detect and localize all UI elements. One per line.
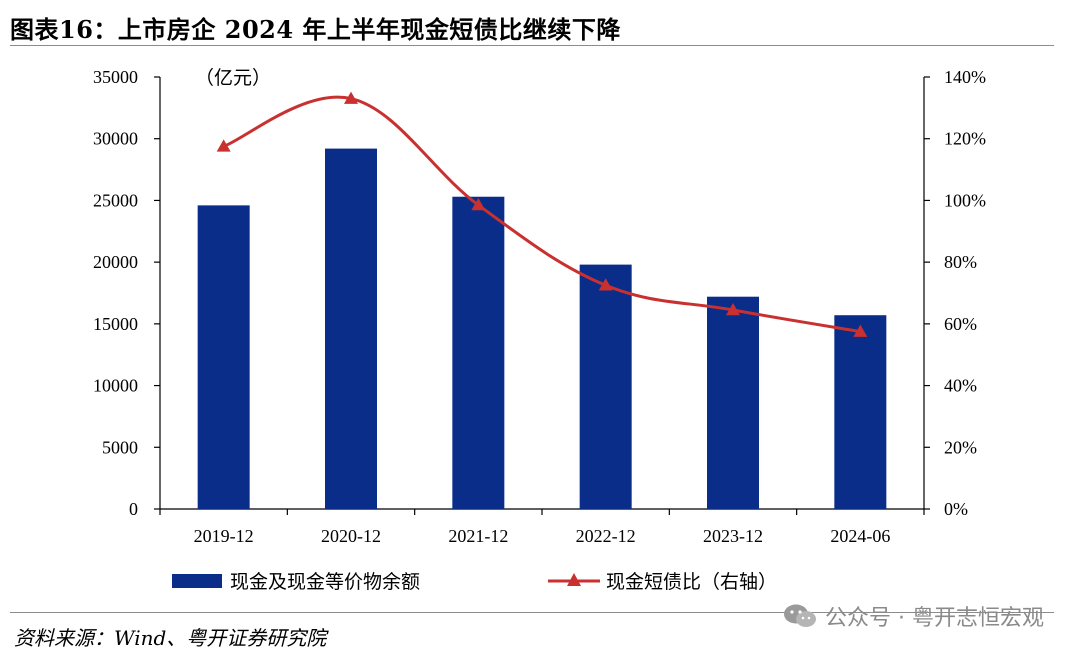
line-point-marker xyxy=(344,91,358,104)
bar xyxy=(834,315,887,509)
title-divider xyxy=(10,45,1054,46)
left-tick-label: 10000 xyxy=(93,376,138,396)
legend-bar-swatch xyxy=(172,574,222,588)
right-tick-label: 60% xyxy=(944,314,977,334)
right-tick-label: 120% xyxy=(944,129,986,149)
line-point-marker xyxy=(471,198,486,211)
bar xyxy=(452,196,505,509)
right-tick-label: 80% xyxy=(944,252,977,272)
right-tick-label: 40% xyxy=(944,376,977,396)
x-tick-label: 2020-12 xyxy=(321,526,381,546)
line-point-marker xyxy=(853,324,868,337)
x-tick-label: 2019-12 xyxy=(194,526,254,546)
right-tick-label: 0% xyxy=(944,499,968,519)
line-point-marker xyxy=(216,139,231,152)
bar xyxy=(197,205,250,509)
line-point-marker xyxy=(726,302,740,316)
bar xyxy=(325,148,377,510)
left-tick-label: 30000 xyxy=(93,129,138,149)
watermark-text: 公众号 · 粤开志恒宏观 xyxy=(825,606,1044,631)
x-tick-label: 2022-12 xyxy=(576,526,636,546)
chart-axes: 0 5000 10000 15000 20000 25000 30000 35000 0% 20%… xyxy=(93,67,986,546)
watermark: 公众号 · 粤开志恒宏观 xyxy=(783,600,1044,632)
line-point-marker xyxy=(598,278,613,291)
chart-title: 图表16：上市房企 2024 年上半年现金短债比继续下降 xyxy=(10,15,621,44)
x-tick-label: 2021-12 xyxy=(448,526,508,546)
bar-series xyxy=(197,148,887,510)
x-tick-label: 2023-12 xyxy=(703,526,763,546)
right-tick-label: 140% xyxy=(944,67,986,87)
legend-bar-label: 现金及现金等价物余额 xyxy=(230,571,420,593)
chart-legend: 现金及现金等价物余额 现金短债比（右轴） xyxy=(172,571,777,593)
left-tick-label: 25000 xyxy=(93,190,138,210)
legend-line-marker xyxy=(567,573,581,586)
left-tick-label: 35000 xyxy=(93,67,138,87)
footer-divider xyxy=(10,612,1054,613)
bar xyxy=(707,296,759,509)
right-tick-label: 100% xyxy=(944,190,986,210)
bar xyxy=(579,264,632,509)
left-axis-unit: （亿元） xyxy=(195,67,271,89)
left-tick-label: 5000 xyxy=(102,437,138,457)
x-tick-label: 2024-06 xyxy=(830,526,890,546)
legend-line-label: 现金短债比（右轴） xyxy=(606,571,777,593)
right-tick-label: 20% xyxy=(944,437,977,457)
chart-area: 0 5000 10000 15000 20000 25000 30000 35000 0% 20%… xyxy=(93,67,986,593)
line-series xyxy=(216,91,868,337)
source-note: 资料来源：Wind、粤开证券研究院 xyxy=(14,626,327,650)
left-tick-label: 0 xyxy=(129,499,138,519)
ratio-line xyxy=(223,95,861,334)
wechat-icon xyxy=(784,604,817,627)
left-tick-label: 20000 xyxy=(93,252,138,272)
left-tick-label: 15000 xyxy=(93,314,138,334)
